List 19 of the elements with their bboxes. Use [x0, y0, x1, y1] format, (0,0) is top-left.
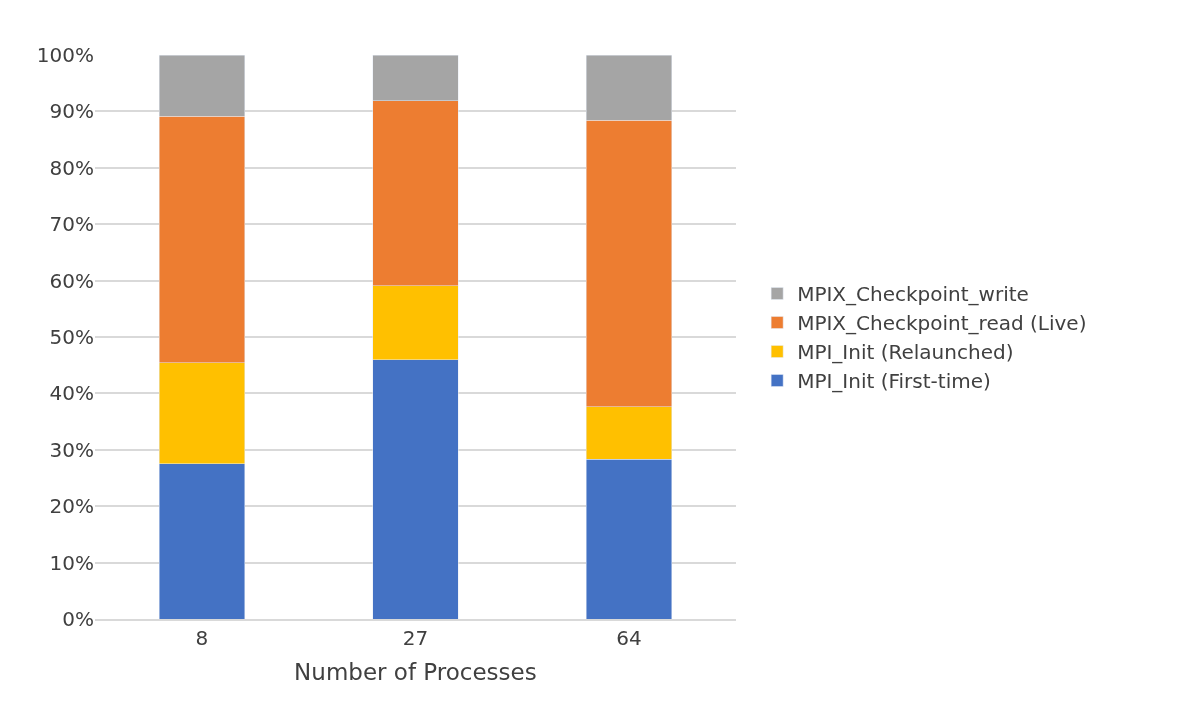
x-tick-label: 8: [195, 625, 209, 650]
legend-label: MPI_Init (First-time): [797, 369, 991, 394]
y-tick-label: 90%: [49, 99, 94, 124]
y-tick-label: 20%: [49, 494, 94, 519]
y-tick-label: 30%: [49, 437, 94, 462]
y-tick-label: 50%: [49, 325, 94, 349]
y-tick-label: 70%: [49, 212, 94, 237]
legend-label: MPI_Init (Relaunched): [797, 340, 1014, 365]
y-tick-label: 40%: [49, 381, 94, 406]
x-tick-label: 64: [616, 625, 642, 650]
y-tick-label: 10%: [49, 550, 94, 575]
x-tick-label: 27: [402, 625, 429, 650]
x-axis-title: Number of Processes: [294, 658, 537, 685]
y-tick-label: 100%: [36, 43, 94, 67]
legend-label: MPIX_Checkpoint_write: [797, 282, 1029, 307]
legend-label: MPIX_Checkpoint_read (Live): [797, 311, 1087, 336]
y-tick-label: 60%: [49, 268, 94, 293]
y-tick-label: 80%: [49, 155, 94, 180]
y-tick-label: 0%: [62, 607, 94, 631]
